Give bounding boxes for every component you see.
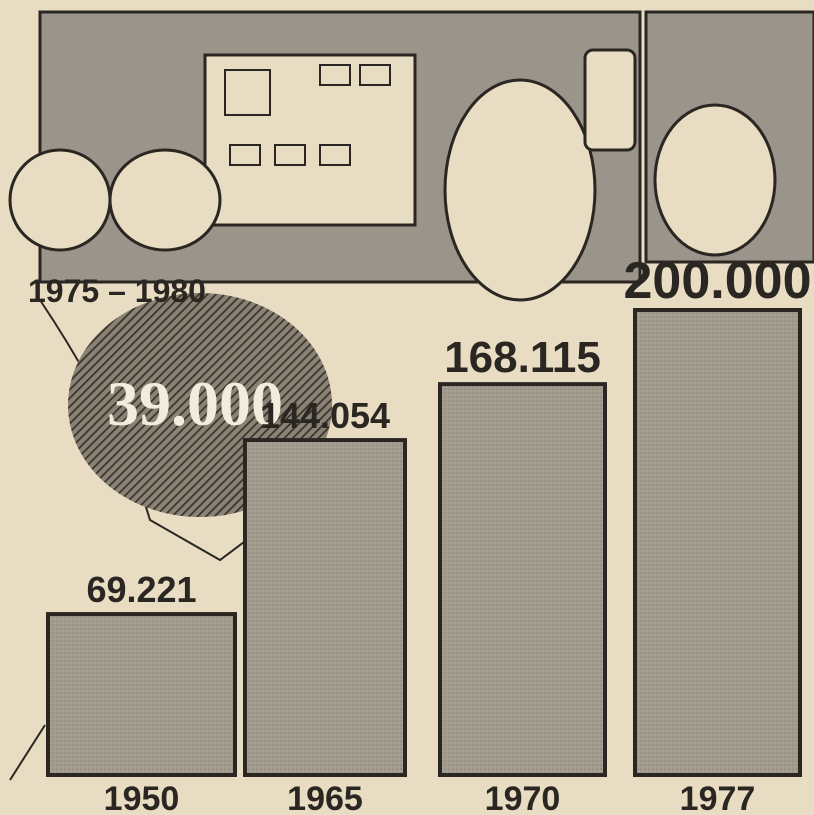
- x-tick-label: 1977: [680, 780, 756, 815]
- bar: [440, 384, 605, 775]
- bar: [635, 310, 800, 775]
- value-label: 144.054: [260, 395, 390, 436]
- value-label: 168.115: [444, 333, 601, 382]
- value-label: 69.221: [86, 569, 196, 610]
- x-tick-label: 1970: [485, 780, 561, 815]
- bar: [48, 614, 235, 775]
- x-tick-label: 1950: [104, 780, 180, 815]
- period-label: 1975 – 1980: [28, 273, 206, 309]
- annotation-value: 39.000: [107, 368, 283, 439]
- value-label: 200.000: [624, 252, 812, 310]
- x-tick-label: 1965: [287, 780, 363, 815]
- chart: 1975 – 1980 39.000 69.221 1950 144.054 1965…: [0, 0, 814, 815]
- bar: [245, 440, 405, 775]
